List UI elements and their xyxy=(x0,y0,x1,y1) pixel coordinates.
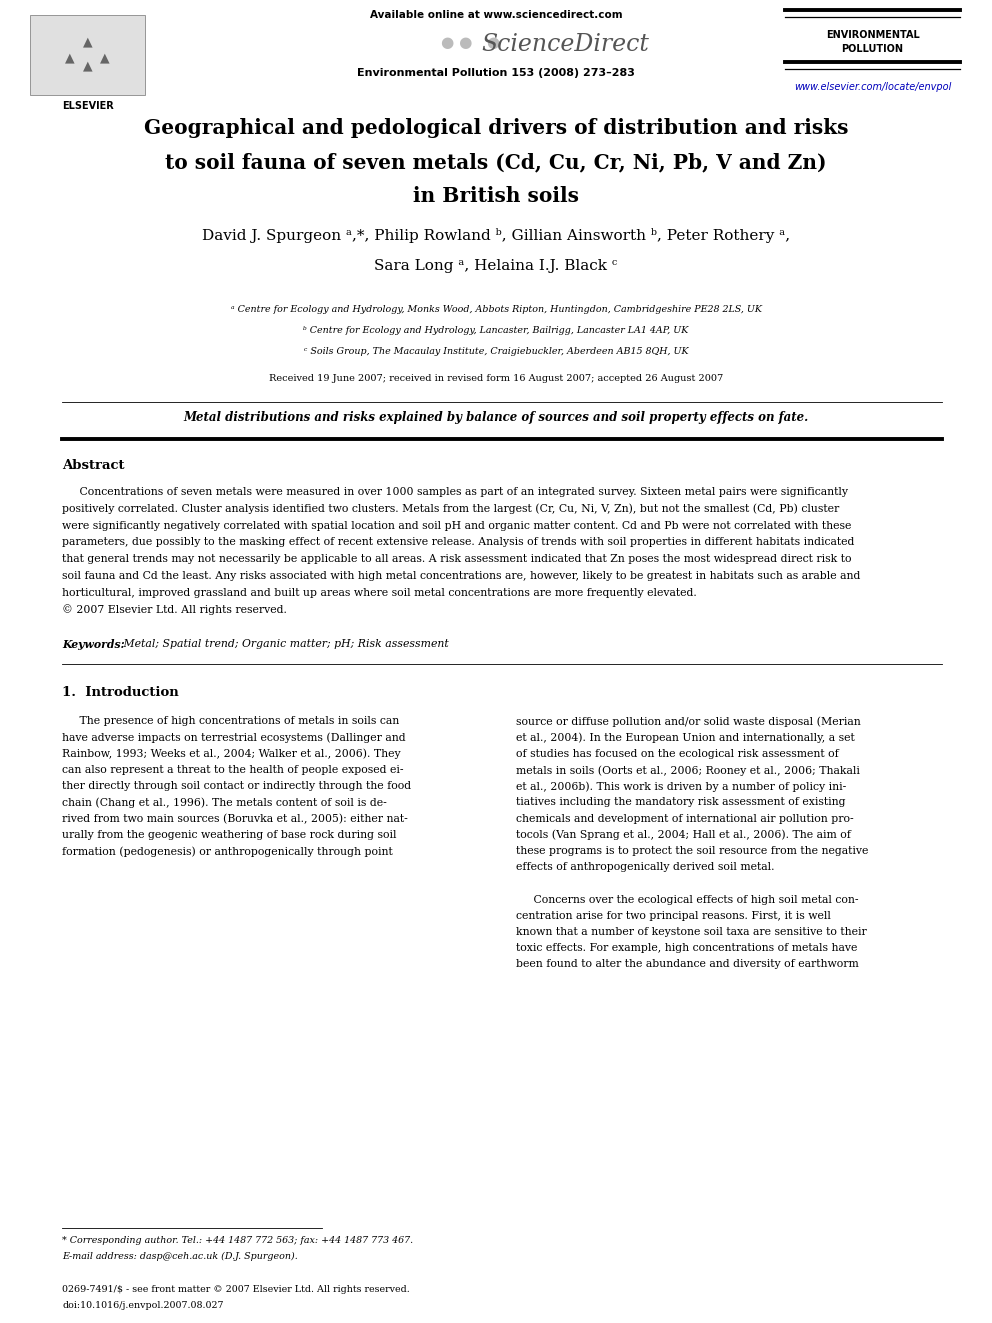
Text: Abstract: Abstract xyxy=(62,459,125,472)
Text: doi:10.1016/j.envpol.2007.08.027: doi:10.1016/j.envpol.2007.08.027 xyxy=(62,1301,223,1310)
Text: source or diffuse pollution and/or solid waste disposal (Merian: source or diffuse pollution and/or solid… xyxy=(516,716,861,726)
Text: Metal; Spatial trend; Organic matter; pH; Risk assessment: Metal; Spatial trend; Organic matter; pH… xyxy=(120,639,448,650)
Text: positively correlated. Cluster analysis identified two clusters. Metals from the: positively correlated. Cluster analysis … xyxy=(62,504,839,515)
Text: toxic effects. For example, high concentrations of metals have: toxic effects. For example, high concent… xyxy=(516,943,857,953)
Text: urally from the geogenic weathering of base rock during soil: urally from the geogenic weathering of b… xyxy=(62,830,397,840)
Text: soil fauna and Cd the least. Any risks associated with high metal concentrations: soil fauna and Cd the least. Any risks a… xyxy=(62,572,860,581)
Text: © 2007 Elsevier Ltd. All rights reserved.: © 2007 Elsevier Ltd. All rights reserved… xyxy=(62,605,287,615)
Text: Environmental Pollution 153 (2008) 273–283: Environmental Pollution 153 (2008) 273–2… xyxy=(357,67,635,78)
Text: www.elsevier.com/locate/envpol: www.elsevier.com/locate/envpol xyxy=(794,82,951,93)
Text: Concerns over the ecological effects of high soil metal con-: Concerns over the ecological effects of … xyxy=(516,894,858,905)
Text: Geographical and pedological drivers of distribution and risks: Geographical and pedological drivers of … xyxy=(144,118,848,138)
Text: tocols (Van Sprang et al., 2004; Hall et al., 2006). The aim of: tocols (Van Sprang et al., 2004; Hall et… xyxy=(516,830,851,840)
Text: E-mail address: dasp@ceh.ac.uk (D.J. Spurgeon).: E-mail address: dasp@ceh.ac.uk (D.J. Spu… xyxy=(62,1252,298,1261)
Text: metals in soils (Oorts et al., 2006; Rooney et al., 2006; Thakali: metals in soils (Oorts et al., 2006; Roo… xyxy=(516,765,860,775)
Text: ᶜ Soils Group, The Macaulay Institute, Craigiebuckler, Aberdeen AB15 8QH, UK: ᶜ Soils Group, The Macaulay Institute, C… xyxy=(304,347,688,356)
Text: ▲: ▲ xyxy=(82,60,92,71)
Text: have adverse impacts on terrestrial ecosystems (Dallinger and: have adverse impacts on terrestrial ecos… xyxy=(62,733,406,744)
Text: POLLUTION: POLLUTION xyxy=(841,44,904,54)
Text: effects of anthropogenically derived soil metal.: effects of anthropogenically derived soi… xyxy=(516,863,775,872)
Text: Rainbow, 1993; Weeks et al., 2004; Walker et al., 2006). They: Rainbow, 1993; Weeks et al., 2004; Walke… xyxy=(62,749,401,759)
Text: known that a number of keystone soil taxa are sensitive to their: known that a number of keystone soil tax… xyxy=(516,927,867,937)
Text: rived from two main sources (Boruvka et al., 2005): either nat-: rived from two main sources (Boruvka et … xyxy=(62,814,408,824)
Text: ELSEVIER: ELSEVIER xyxy=(62,101,113,111)
Text: ▲: ▲ xyxy=(82,34,92,48)
Text: Received 19 June 2007; received in revised form 16 August 2007; accepted 26 Augu: Received 19 June 2007; received in revis… xyxy=(269,374,723,382)
Text: Concentrations of seven metals were measured in over 1000 samples as part of an : Concentrations of seven metals were meas… xyxy=(62,487,848,497)
Text: ENVIRONMENTAL: ENVIRONMENTAL xyxy=(825,30,920,40)
Text: The presence of high concentrations of metals in soils can: The presence of high concentrations of m… xyxy=(62,716,399,726)
Text: in British soils: in British soils xyxy=(413,187,579,206)
Text: chemicals and development of international air pollution pro-: chemicals and development of internation… xyxy=(516,814,854,824)
Text: et al., 2004). In the European Union and internationally, a set: et al., 2004). In the European Union and… xyxy=(516,733,855,744)
Text: ScienceDirect: ScienceDirect xyxy=(481,33,649,56)
Text: David J. Spurgeon ᵃ,*, Philip Rowland ᵇ, Gillian Ainsworth ᵇ, Peter Rothery ᵃ,: David J. Spurgeon ᵃ,*, Philip Rowland ᵇ,… xyxy=(202,228,790,243)
Text: of studies has focused on the ecological risk assessment of: of studies has focused on the ecological… xyxy=(516,749,839,759)
Text: Available online at www.sciencedirect.com: Available online at www.sciencedirect.co… xyxy=(370,11,622,20)
Text: et al., 2006b). This work is driven by a number of policy ini-: et al., 2006b). This work is driven by a… xyxy=(516,781,846,791)
Text: ▲: ▲ xyxy=(65,52,75,64)
Text: tiatives including the mandatory risk assessment of existing: tiatives including the mandatory risk as… xyxy=(516,798,845,807)
Text: centration arise for two principal reasons. First, it is well: centration arise for two principal reaso… xyxy=(516,910,831,921)
Text: 0269-7491/$ - see front matter © 2007 Elsevier Ltd. All rights reserved.: 0269-7491/$ - see front matter © 2007 El… xyxy=(62,1285,410,1294)
Text: chain (Chang et al., 1996). The metals content of soil is de-: chain (Chang et al., 1996). The metals c… xyxy=(62,798,387,808)
Text: 1.  Introduction: 1. Introduction xyxy=(62,687,179,700)
Text: * Corresponding author. Tel.: +44 1487 772 563; fax: +44 1487 773 467.: * Corresponding author. Tel.: +44 1487 7… xyxy=(62,1236,413,1245)
Text: formation (pedogenesis) or anthropogenically through point: formation (pedogenesis) or anthropogenic… xyxy=(62,845,393,856)
Text: ▲: ▲ xyxy=(100,52,109,64)
Text: horticultural, improved grassland and built up areas where soil metal concentrat: horticultural, improved grassland and bu… xyxy=(62,587,696,598)
Text: these programs is to protect the soil resource from the negative: these programs is to protect the soil re… xyxy=(516,845,868,856)
Text: ᵃ Centre for Ecology and Hydrology, Monks Wood, Abbots Ripton, Huntingdon, Cambr: ᵃ Centre for Ecology and Hydrology, Monk… xyxy=(230,306,762,314)
Text: parameters, due possibly to the masking effect of recent extensive release. Anal: parameters, due possibly to the masking … xyxy=(62,537,854,548)
Text: Keywords:: Keywords: xyxy=(62,639,125,651)
Text: Metal distributions and risks explained by balance of sources and soil property : Metal distributions and risks explained … xyxy=(184,411,808,423)
Text: ● ●   ●: ● ● ● xyxy=(441,34,500,50)
Text: ᵇ Centre for Ecology and Hydrology, Lancaster, Bailrigg, Lancaster LA1 4AP, UK: ᵇ Centre for Ecology and Hydrology, Lanc… xyxy=(304,325,688,335)
Text: to soil fauna of seven metals (Cd, Cu, Cr, Ni, Pb, V and Zn): to soil fauna of seven metals (Cd, Cu, C… xyxy=(166,152,826,172)
Text: been found to alter the abundance and diversity of earthworm: been found to alter the abundance and di… xyxy=(516,959,859,970)
Bar xyxy=(30,15,145,95)
Text: ther directly through soil contact or indirectly through the food: ther directly through soil contact or in… xyxy=(62,781,411,791)
Text: were significantly negatively correlated with spatial location and soil pH and o: were significantly negatively correlated… xyxy=(62,520,851,531)
Text: Sara Long ᵃ, Helaina I.J. Black ᶜ: Sara Long ᵃ, Helaina I.J. Black ᶜ xyxy=(374,259,618,273)
Text: can also represent a threat to the health of people exposed ei-: can also represent a threat to the healt… xyxy=(62,765,404,775)
Text: that general trends may not necessarily be applicable to all areas. A risk asses: that general trends may not necessarily … xyxy=(62,554,851,564)
